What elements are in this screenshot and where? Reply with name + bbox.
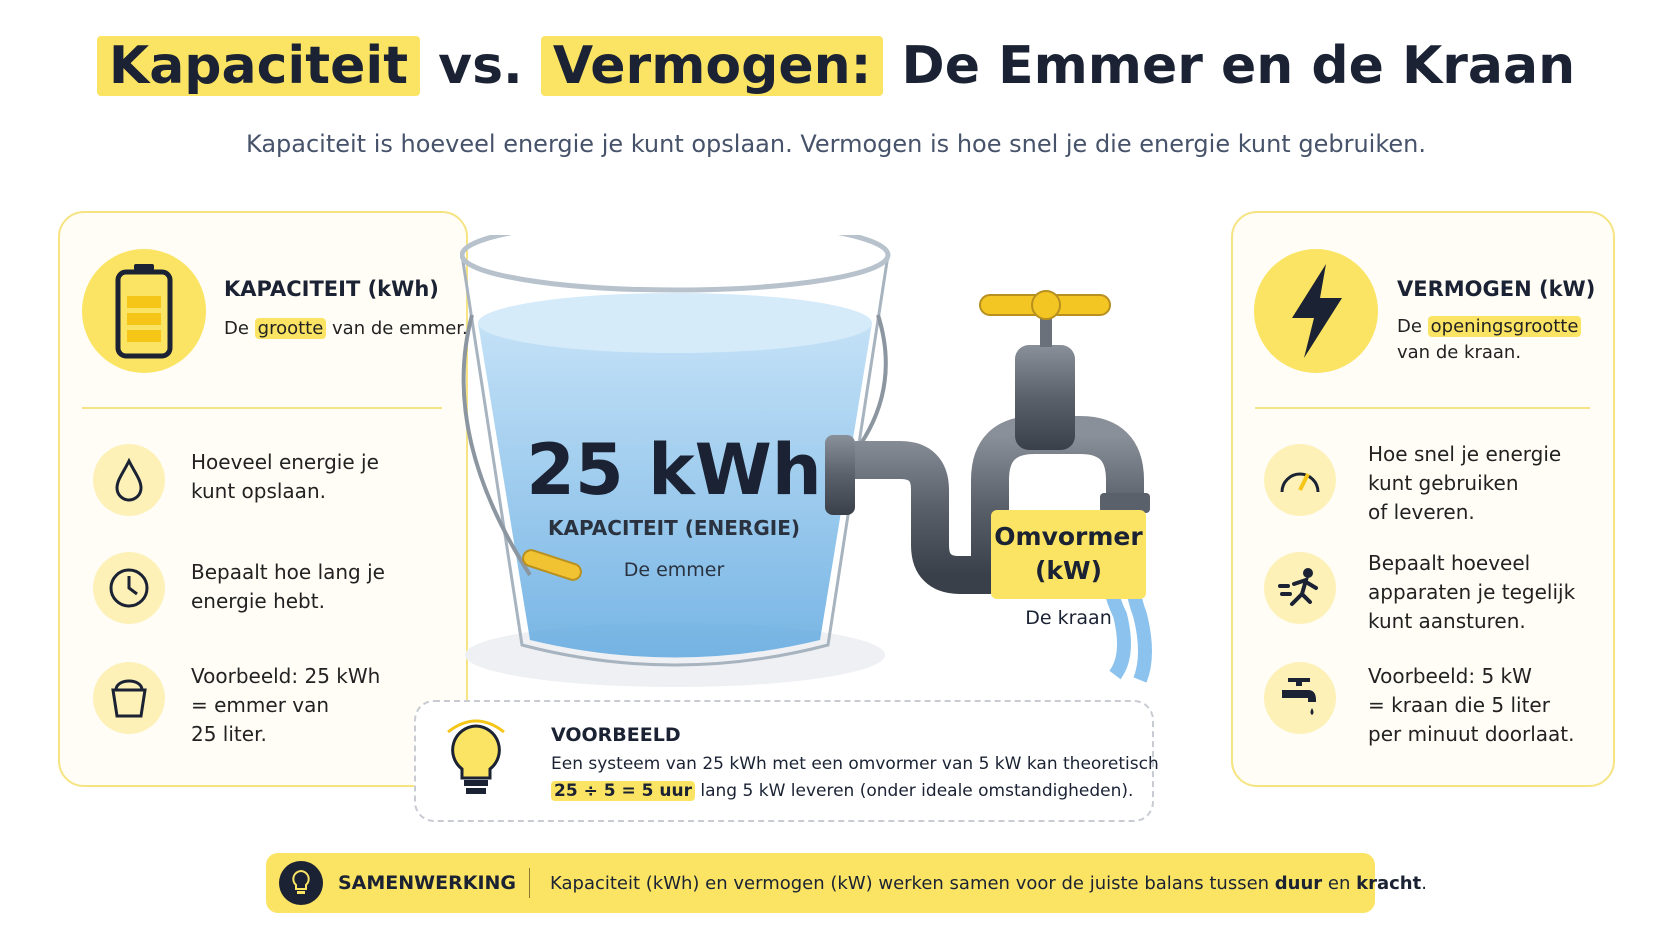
tap-label-line: (kW): [1034, 556, 1103, 585]
item-line: per minuut doorlaat.: [1368, 722, 1575, 746]
tap-caption: De kraan: [1025, 607, 1112, 629]
item: Hoe snel je energie kunt gebruiken of leve…: [1368, 440, 1561, 527]
footer-divider: [529, 868, 530, 898]
panel-heading: VERMOGEN (kW): [1397, 277, 1596, 301]
item-line: = emmer van: [191, 693, 330, 717]
icon-circle: [93, 662, 165, 734]
icon-circle: [93, 444, 165, 516]
example-text: lang 5 kW leveren (onder ideale omstandi…: [694, 781, 1134, 801]
bucket-label: KAPACITEIT (ENERGIE): [547, 516, 800, 540]
runner-icon: [1278, 568, 1318, 606]
footer-icon: [279, 861, 323, 905]
panel-desc: De openingsgrootte van de kraan.: [1397, 314, 1582, 366]
item-line: energie hebt.: [191, 589, 325, 613]
footer-heading: SAMENWERKING: [338, 872, 517, 894]
item: Bepaalt hoeveel apparaten je tegelijk kunt…: [1368, 549, 1575, 636]
tap-label: Omvormer (kW): [991, 510, 1146, 599]
subtitle: Kapaciteit is hoeveel energie je kunt op…: [246, 130, 1426, 158]
item-line: Bepaalt hoeveel: [1368, 551, 1531, 575]
footer-bold: kracht: [1356, 873, 1422, 894]
tap-label-line: Omvormer: [994, 522, 1143, 551]
item-line: Hoe snel je energie: [1368, 442, 1562, 466]
divider: [82, 407, 442, 409]
item-line: = kraan die 5 liter: [1368, 693, 1550, 717]
bucket-value: 25 kWh: [526, 429, 822, 511]
item-line: 25 liter.: [191, 722, 267, 746]
title-part: vs.: [438, 36, 523, 96]
example-line: 25 ÷ 5 = 5 uur lang 5 kW leveren (onder …: [551, 781, 1133, 801]
desc-highlight: openingsgrootte: [1427, 316, 1582, 337]
item-line: Voorbeeld: 5 kW: [1368, 664, 1532, 688]
gauge-icon: [1280, 472, 1320, 493]
example-highlight: 25 ÷ 5 = 5 uur: [551, 781, 695, 801]
item-line: kunt gebruiken: [1368, 471, 1519, 495]
desc-part: van de emmer.: [326, 318, 468, 339]
title-part: Vermogen:: [540, 36, 884, 96]
item-line: Voorbeeld: 25 kWh: [191, 664, 381, 688]
footer-bold: duur: [1274, 873, 1323, 894]
item-line: Bepaalt hoe lang je: [191, 560, 385, 584]
tap-icon: [1282, 678, 1316, 715]
panel-desc: De grootte van de emmer.: [224, 316, 468, 342]
title-part: Kapaciteit: [96, 36, 421, 96]
footer-part: Kapaciteit (kWh) en vermogen (kW) werken…: [550, 873, 1275, 894]
item-line: kunt opslaan.: [191, 479, 326, 503]
bulb-icon: [447, 719, 505, 794]
footer-bar: [266, 853, 1375, 913]
example-box: [414, 700, 1154, 822]
desc-part: De: [224, 318, 255, 339]
bucket-icon: [111, 679, 147, 718]
bolt-icon: [1292, 264, 1342, 358]
footer-part: .: [1421, 873, 1427, 894]
item: Bepaalt hoe lang je energie hebt.: [191, 558, 385, 616]
item-line: of leveren.: [1368, 500, 1475, 524]
item: Hoeveel energie je kunt opslaan.: [191, 448, 379, 506]
footer-part: en: [1322, 873, 1357, 894]
bucket-caption: De emmer: [623, 559, 725, 581]
icon-circle: [1264, 552, 1336, 624]
desc-highlight: grootte: [254, 318, 327, 339]
clock-icon: [109, 568, 149, 608]
desc-part: van de kraan.: [1397, 342, 1522, 363]
divider: [1255, 407, 1590, 409]
battery-icon: [115, 264, 173, 359]
title: Kapaciteit vs. Vermogen: De Emmer en de …: [0, 36, 1672, 96]
icon-circle: [1264, 444, 1336, 516]
footer-text: Kapaciteit (kWh) en vermogen (kW) werken…: [550, 873, 1427, 894]
bucket-tap-illustration: [460, 235, 1152, 687]
title-part: De Emmer en de Kraan: [901, 36, 1576, 96]
example-line: Een systeem van 25 kWh met een omvormer …: [551, 754, 1159, 774]
panel-heading: KAPACITEIT (kWh): [224, 277, 439, 301]
item-line: kunt aansturen.: [1368, 609, 1526, 633]
example-heading: VOORBEELD: [551, 724, 681, 746]
drop-icon: [115, 458, 143, 502]
item: Voorbeeld: 25 kWh = emmer van 25 liter.: [191, 662, 380, 749]
item: Voorbeeld: 5 kW = kraan die 5 liter per mi…: [1368, 662, 1575, 749]
desc-part: De: [1397, 316, 1428, 337]
item-line: Hoeveel energie je: [191, 450, 379, 474]
item-line: apparaten je tegelijk: [1368, 580, 1576, 604]
